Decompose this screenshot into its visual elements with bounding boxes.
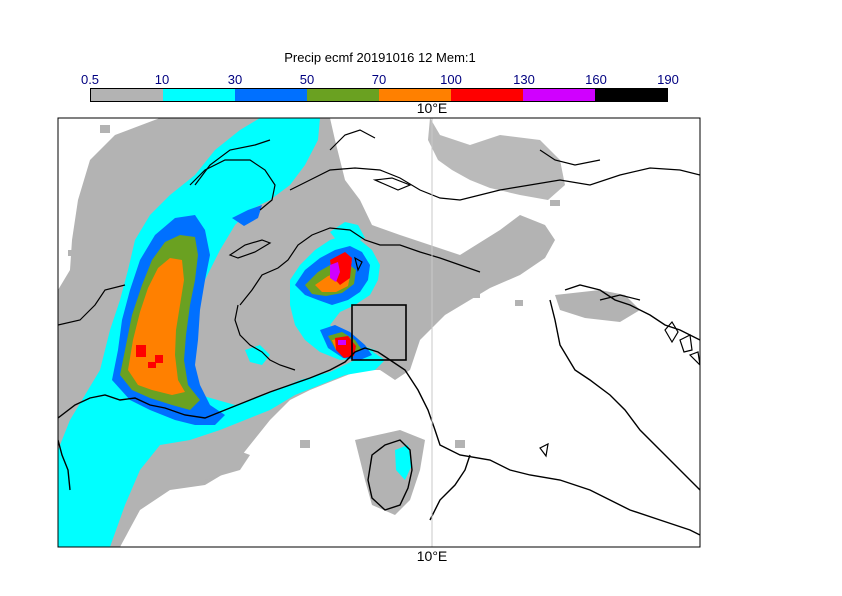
map-frame bbox=[57, 117, 701, 548]
colorbar-segment bbox=[595, 89, 667, 101]
coastlines bbox=[58, 284, 700, 536]
colorbar-segment bbox=[523, 89, 595, 101]
colorbar-segment bbox=[91, 89, 163, 101]
colorbar-tick: 30 bbox=[227, 72, 243, 87]
longitude-label-bottom: 10°E bbox=[416, 548, 448, 564]
colorbar-tick: 10 bbox=[154, 72, 170, 87]
colorbar-segment bbox=[379, 89, 451, 101]
region-box bbox=[351, 304, 407, 361]
colorbar-tick: 100 bbox=[440, 72, 462, 87]
country-borders bbox=[58, 129, 700, 371]
longitude-label-top: 10°E bbox=[416, 100, 448, 116]
colorbar bbox=[90, 88, 668, 102]
colorbar-tick: 130 bbox=[513, 72, 535, 87]
colorbar-segment bbox=[235, 89, 307, 101]
islands bbox=[539, 320, 700, 458]
map-area bbox=[58, 118, 700, 547]
colorbar-tick: 70 bbox=[371, 72, 387, 87]
colorbar-tick: 160 bbox=[585, 72, 607, 87]
colorbar-tick: 190 bbox=[657, 72, 679, 87]
colorbar-segment bbox=[451, 89, 523, 101]
corsica-outline bbox=[367, 439, 413, 511]
lakes bbox=[228, 177, 412, 272]
colorbar-segment bbox=[307, 89, 379, 101]
colorbar-segment bbox=[163, 89, 235, 101]
colorbar-tick: 0.5 bbox=[80, 72, 100, 87]
map-title: Precip ecmf 20191016 12 Mem:1 bbox=[284, 50, 476, 65]
colorbar-tick: 50 bbox=[299, 72, 315, 87]
precip-layer-130 bbox=[330, 262, 346, 345]
